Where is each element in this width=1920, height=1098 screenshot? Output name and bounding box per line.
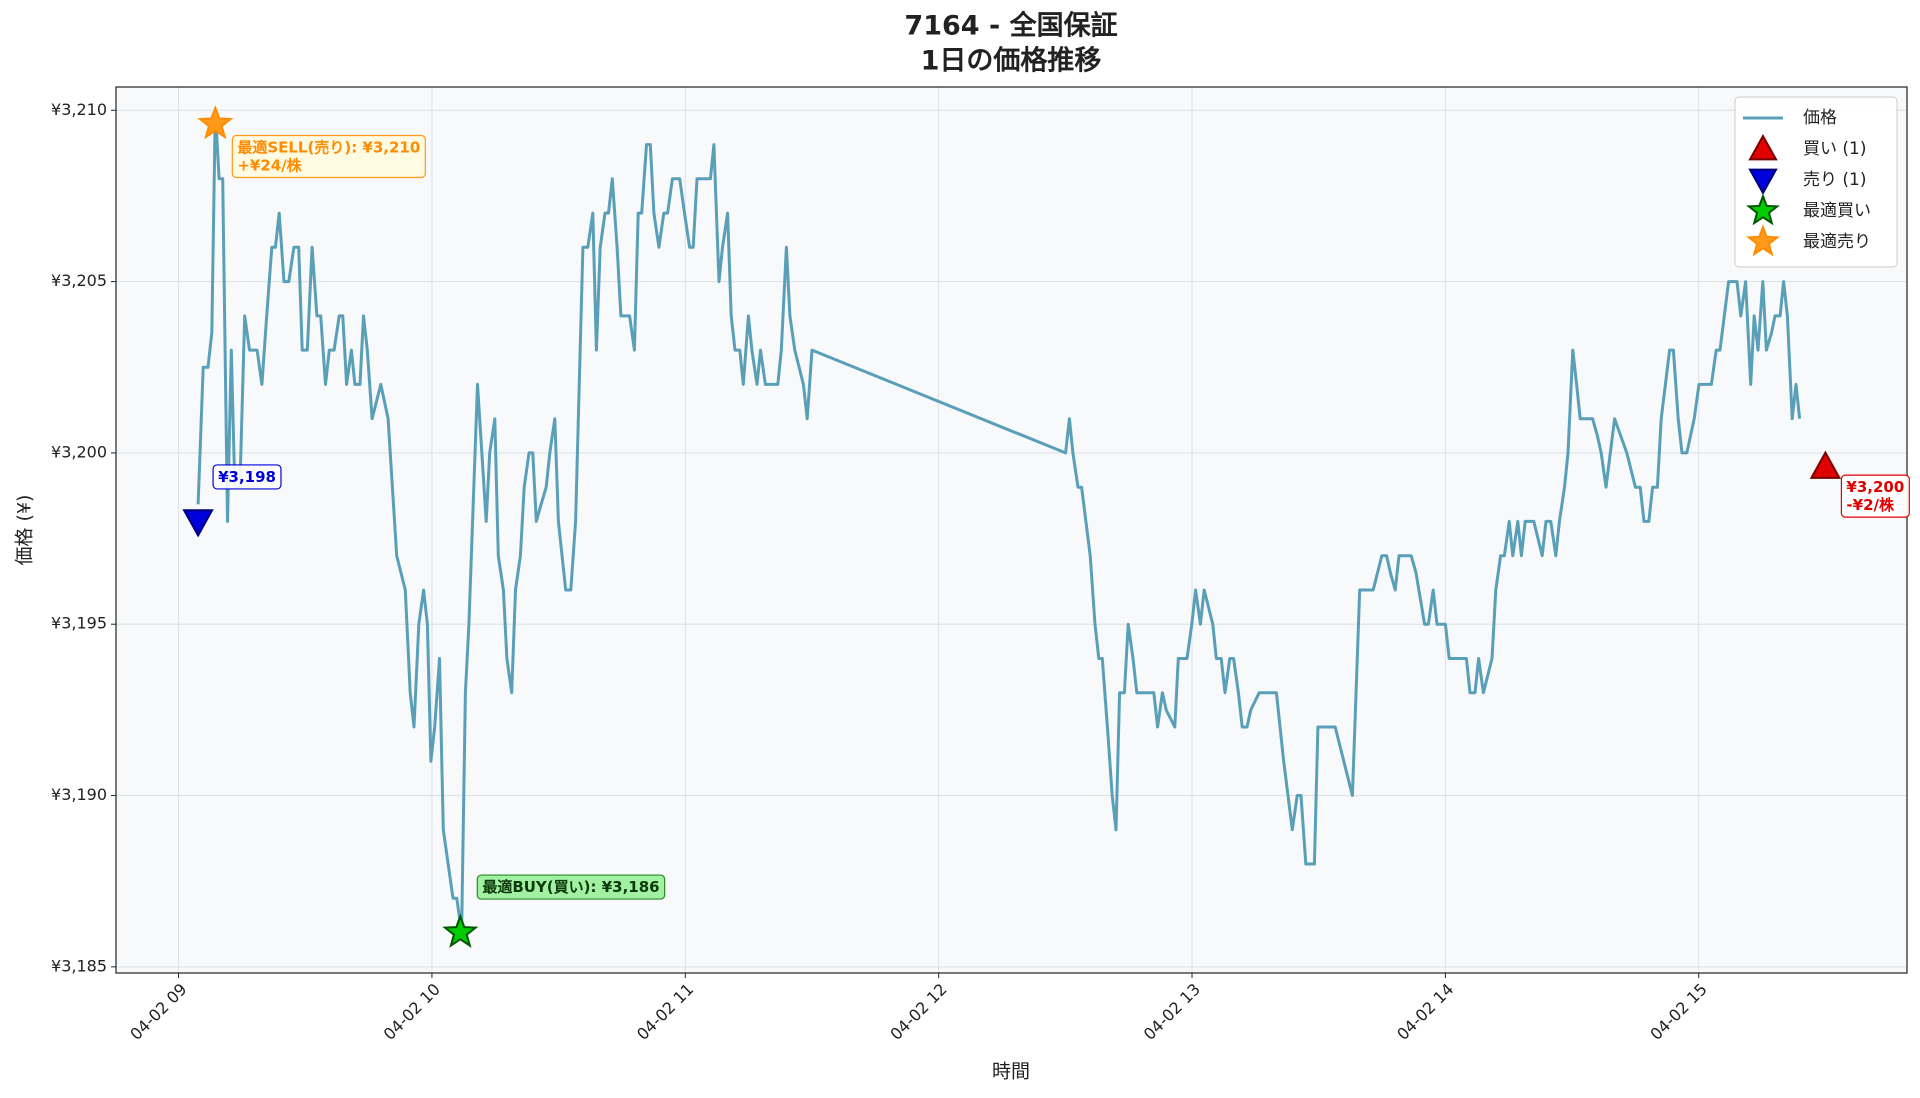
marker-annotation: 最適SELL(売り): ¥3,210+¥24/株 — [231, 134, 426, 179]
chart-subtitle: 1日の価格推移 — [921, 46, 1102, 77]
annotation-text: ¥3,198 — [218, 468, 276, 486]
annotation-text: -¥2/株 — [1846, 496, 1895, 514]
annotation-text: 最適SELL(売り): ¥3,210 — [237, 139, 420, 157]
y-tick-label: ¥3,195 — [51, 614, 107, 633]
legend-box — [1734, 96, 1898, 268]
annotation-box — [1840, 474, 1910, 518]
chart-title: 7164 - 全国保証 — [904, 10, 1117, 42]
x-tick-label: 04-02 09 — [126, 980, 190, 1044]
star-marker — [197, 105, 234, 140]
star-marker — [442, 913, 479, 948]
y-tick-label: ¥3,205 — [51, 271, 107, 290]
legend-swatch — [1746, 193, 1780, 226]
legend-label: 買い (1) — [1803, 139, 1866, 159]
x-tick-label: 04-02 13 — [1140, 980, 1204, 1044]
annotation-box — [231, 134, 426, 179]
marker-annotation: ¥3,200-¥2/株 — [1840, 474, 1910, 518]
y-tick-label: ¥3,200 — [51, 442, 107, 461]
sell-marker — [182, 509, 214, 538]
x-tick-label: 04-02 14 — [1393, 980, 1457, 1044]
legend-label: 価格 — [1803, 108, 1837, 128]
marker-annotation: 最適BUY(買い): ¥3,186 — [476, 874, 666, 900]
x-axis-label: 時間 — [992, 1061, 1030, 1083]
legend-swatch — [1746, 224, 1780, 257]
annotation-text: +¥24/株 — [237, 157, 302, 175]
y-tick-label: ¥3,185 — [51, 956, 107, 975]
legend-swatch — [1748, 168, 1778, 196]
marker-annotation: ¥3,198 — [212, 464, 282, 490]
x-tick-label: 04-02 10 — [380, 980, 444, 1044]
annotation-box — [212, 464, 282, 490]
legend-label: 売り (1) — [1803, 170, 1866, 190]
legend-swatch — [1748, 133, 1778, 161]
x-tick-label: 04-02 11 — [633, 980, 697, 1044]
y-tick-label: ¥3,210 — [51, 100, 107, 119]
x-tick-label: 04-02 15 — [1646, 980, 1710, 1044]
plot-background — [116, 87, 1907, 973]
annotation-box — [476, 874, 666, 900]
buy-marker — [1809, 450, 1842, 479]
y-tick-label: ¥3,190 — [51, 785, 107, 804]
price-line — [196, 108, 1802, 935]
x-tick-label: 04-02 12 — [886, 980, 950, 1044]
y-axis-label: 価格 (¥) — [14, 495, 36, 566]
legend-label: 最適売り — [1803, 232, 1871, 252]
annotation-text: ¥3,200 — [1846, 478, 1904, 496]
plot-frame — [115, 86, 1908, 974]
legend-label: 最適買い — [1803, 201, 1871, 221]
annotation-text: 最適BUY(買い): ¥3,186 — [482, 878, 659, 896]
